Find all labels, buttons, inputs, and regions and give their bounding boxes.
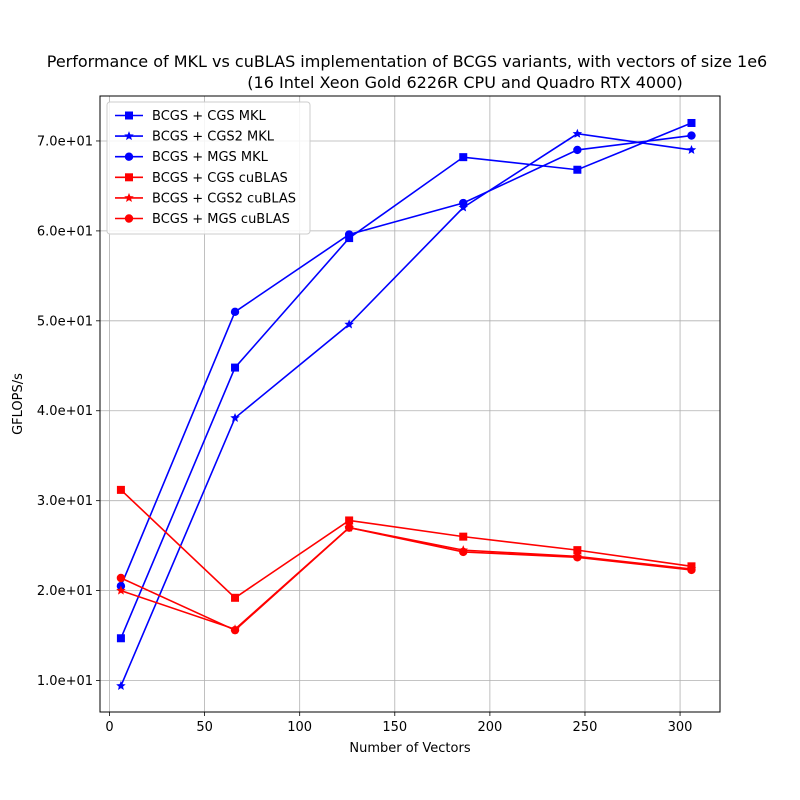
circle-marker — [344, 523, 354, 532]
chart-subtitle: (16 Intel Xeon Gold 6226R CPU and Quadro… — [247, 73, 682, 92]
y-tick-label: 7.0e+01 — [37, 134, 93, 149]
square-marker — [345, 516, 354, 525]
y-tick-label: 4.0e+01 — [37, 404, 93, 419]
plot-area — [99, 95, 721, 713]
series-group — [116, 131, 696, 591]
series-line — [120, 134, 692, 587]
x-tick-label: 0 — [105, 720, 113, 735]
series-line — [120, 489, 692, 599]
y-tick-label: 5.0e+01 — [37, 314, 93, 329]
circle-marker — [116, 573, 126, 583]
square-marker — [459, 532, 468, 541]
series-group — [116, 485, 696, 602]
square-marker — [573, 165, 582, 174]
series-line — [120, 526, 692, 632]
series-lines — [116, 118, 697, 690]
legend-label: BCGS + CGS MKL — [152, 109, 267, 124]
square-marker — [459, 153, 468, 162]
star-marker — [572, 128, 583, 138]
star-marker — [116, 680, 126, 690]
square-marker — [125, 111, 133, 120]
square-marker — [687, 118, 696, 127]
star-marker — [116, 585, 126, 595]
series-line — [120, 526, 692, 631]
square-marker — [116, 485, 125, 494]
x-tick-label: 250 — [573, 720, 598, 735]
x-axis-label: Number of Vectors — [349, 741, 470, 756]
circle-marker — [573, 145, 582, 155]
circle-marker — [230, 307, 240, 317]
star-marker — [124, 131, 134, 141]
square-marker — [231, 363, 240, 372]
chart-title: Performance of MKL vs cuBLAS implementat… — [47, 52, 767, 71]
circle-marker — [124, 152, 134, 161]
legend-label: BCGS + MGS MKL — [152, 150, 269, 165]
grid — [100, 96, 720, 712]
y-axis-label: GFLOPS/s — [11, 373, 26, 435]
circle-marker — [459, 198, 468, 208]
y-tick-label: 1.0e+01 — [37, 674, 93, 689]
axes-ticks: 0 50 100 150 200 250 300 1.0e+01 2.0e+01 3.0e+01 4… — [37, 134, 693, 735]
x-tick-label: 300 — [668, 720, 693, 735]
legend: BCGS + CGS MKL BCGS + CGS2 MKL BCGS + MGS … — [106, 101, 311, 235]
y-tick-label: 6.0e+01 — [37, 224, 93, 239]
legend-label: BCGS + MGS cuBLAS — [152, 212, 290, 227]
square-marker — [231, 593, 240, 602]
legend-box — [106, 101, 311, 235]
x-tick-label: 50 — [196, 720, 213, 735]
star-marker — [124, 192, 134, 202]
star-marker — [230, 412, 240, 422]
circle-marker — [573, 553, 582, 562]
circle-marker — [124, 214, 134, 223]
circle-marker — [344, 230, 354, 239]
y-tick-label: 3.0e+01 — [37, 494, 93, 509]
x-tick-label: 150 — [382, 720, 407, 735]
series-line — [120, 122, 692, 639]
star-marker — [686, 144, 697, 154]
square-marker — [125, 173, 133, 182]
star-marker — [344, 319, 354, 329]
x-tick-label: 200 — [477, 720, 502, 735]
circle-marker — [230, 625, 240, 635]
circle-marker — [687, 131, 696, 140]
series-line — [120, 132, 692, 687]
circle-marker — [687, 565, 696, 575]
legend-label: BCGS + CGS2 cuBLAS — [152, 191, 296, 206]
y-tick-label: 2.0e+01 — [37, 584, 93, 599]
legend-label: BCGS + CGS2 MKL — [152, 130, 275, 145]
legend-label: BCGS + CGS cuBLAS — [152, 171, 288, 186]
x-tick-label: 100 — [287, 720, 312, 735]
series-group — [116, 523, 696, 635]
circle-marker — [459, 547, 468, 557]
square-marker — [573, 546, 582, 555]
square-marker — [116, 634, 125, 643]
